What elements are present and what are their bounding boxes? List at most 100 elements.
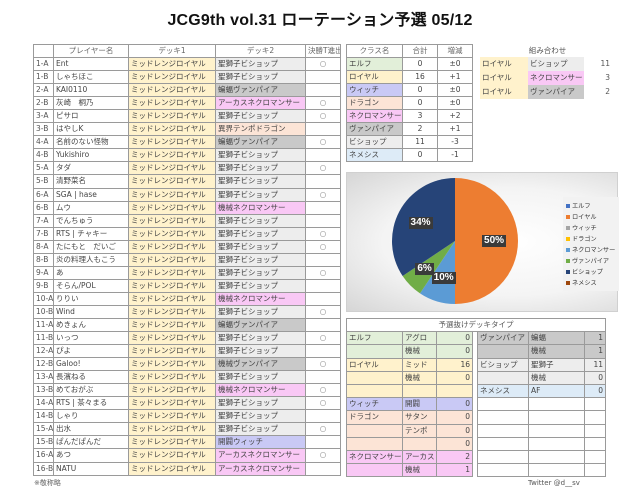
table-row: 14-B しゃり ミッドレンジロイヤル 聖獅子ビショップ (33, 409, 341, 424)
deck2-cell: 聖獅子ビショップ (215, 304, 306, 319)
deck2-cell: 聖獅子ビショップ (215, 109, 306, 124)
player-seat: 6-B (33, 200, 54, 215)
table-row: 6-A SGA | hase ミッドレンジロイヤル 聖獅子ビショップ ○ (33, 187, 341, 202)
player-seat: 3-A (33, 109, 54, 124)
deck2-cell: 異界テンポドラゴン (215, 122, 306, 137)
advance-mark: ○ (305, 161, 341, 176)
advance-mark (305, 461, 341, 476)
deck-archetype: AF (528, 383, 585, 399)
deck1-cell: ミッドレンジロイヤル (128, 304, 216, 319)
deck1-cell: ミッドレンジロイヤル (128, 200, 216, 215)
deck-count: 0 (583, 370, 607, 385)
deck1-cell: ミッドレンジロイヤル (128, 291, 216, 306)
advance-mark: ○ (305, 357, 341, 372)
class-total: 0 (402, 96, 438, 111)
class-diff: ±0 (437, 96, 473, 111)
deck2-cell: 聖獅子ビショップ (215, 422, 306, 437)
deck2-cell: 聖獅子ビショップ (215, 174, 306, 189)
deck-count: 0 (436, 436, 473, 451)
deck2-cell: 聖獅子ビショップ (215, 161, 306, 176)
deck-class: ウィッチ (346, 397, 403, 412)
advance-mark (305, 317, 341, 333)
player-seat: 11-B (33, 331, 54, 346)
table-row: 9-A あミッドレンジロイヤル 聖獅子ビショップ ○ (33, 265, 341, 280)
player-seat: 15-A (33, 422, 54, 437)
player-seat: 6-A (33, 187, 54, 202)
legend-swatch-icon (566, 258, 570, 263)
deck-count: 0 (436, 410, 473, 425)
deck-class (346, 423, 403, 438)
deck-count: 11 (583, 357, 607, 372)
player-name: あ (53, 265, 129, 280)
combo-row: ロイヤル ヴァンパイア 2 (480, 85, 612, 99)
deck-count: 0 (436, 344, 473, 359)
deck-type-row: 機械 1 (346, 463, 607, 478)
advance-mark (305, 213, 341, 228)
deck-count (583, 436, 607, 451)
table-row: 4-B Yukishiro ミッドレンジロイヤル 聖獅子ビショップ (33, 148, 341, 163)
class-diff: +1 (437, 70, 473, 85)
pie-percent-label: 10% (431, 272, 456, 285)
deck-count (583, 449, 607, 465)
deck-archetype (402, 436, 437, 451)
class-diff: +1 (437, 122, 473, 137)
advance-mark (305, 122, 341, 137)
table-row: 10-A りりい ミッドレンジロイヤル 機械ネクロマンサー (33, 291, 341, 306)
player-name: ムウ (53, 200, 129, 215)
advance-mark (305, 344, 341, 359)
player-name: しゃり (53, 409, 129, 424)
advance-mark: ○ (305, 239, 341, 254)
advance-mark: ○ (305, 396, 341, 411)
combo-class-a: ロイヤル (480, 71, 528, 85)
player-name: そらん/POL (53, 278, 129, 293)
deck1-cell: ミッドレンジロイヤル (128, 357, 216, 372)
player-seat: 1-A (33, 57, 54, 72)
deck1-cell: ミッドレンジロイヤル (128, 174, 216, 189)
deck-archetype: ミッド (402, 357, 437, 372)
player-seat: 7-A (33, 213, 54, 228)
legend-swatch-icon (566, 214, 570, 219)
player-name: めきょん (53, 317, 129, 333)
deck1-cell: ミッドレンジロイヤル (128, 409, 216, 424)
deck-archetype (528, 397, 585, 412)
deck-count: 2 (436, 449, 473, 465)
class-row: エルフ 0 ±0 (346, 57, 473, 72)
deck-archetype (528, 410, 585, 425)
deck1-cell: ミッドレンジロイヤル (128, 70, 216, 85)
deck-count: 1 (583, 344, 607, 359)
player-seat: 7-B (33, 226, 54, 241)
player-seat: 14-B (33, 409, 54, 424)
deck-type-row: ドラゴン サタン 0 (346, 410, 607, 425)
player-seat: 9-B (33, 278, 54, 293)
col-deck1-header: デッキ1 (128, 43, 216, 59)
player-name: ぴよ (53, 344, 129, 359)
deck1-cell: ミッドレンジロイヤル (128, 213, 216, 228)
deck-types-title: 予選抜けデッキタイプ (345, 317, 607, 333)
deck-class: エルフ (346, 331, 403, 346)
table-row: 15-B ぱんだぱんだ ミッドレンジロイヤル 開闢ウィッチ (33, 435, 341, 450)
class-row: ヴァンパイア 2 +1 (346, 122, 473, 137)
deck1-cell: ミッドレンジロイヤル (128, 448, 216, 463)
deck-count (436, 383, 473, 399)
legend-item: ネメシス (563, 277, 619, 288)
deck-archetype (528, 423, 585, 438)
deck2-cell: アーカスネクロマンサー (215, 448, 306, 463)
deck-type-row: 機械 0 機械 1 (346, 344, 607, 359)
deck-count (583, 463, 607, 478)
deck-class: ドラゴン (346, 410, 403, 425)
deck2-cell: 蝙蝠ヴァンパイア (215, 83, 306, 98)
table-row: 3-B はやしK ミッドレンジロイヤル 異界テンポドラゴン (33, 122, 341, 137)
deck-count: 16 (436, 357, 473, 372)
deck1-cell: ミッドレンジロイヤル (128, 161, 216, 176)
player-seat: 13-A (33, 370, 54, 385)
legend-label: ヴァンパイア (572, 258, 610, 265)
deck1-cell: ミッドレンジロイヤル (128, 331, 216, 346)
deck1-cell: ミッドレンジロイヤル (128, 148, 216, 163)
player-seat: 9-A (33, 265, 54, 280)
deck2-cell: 蝙蝠ヴァンパイア (215, 135, 306, 150)
players-table: プレイヤー名 デッキ1 デッキ2 決勝T進出 1-A Ent ミッドレンジロイヤル聖… (33, 43, 341, 476)
table-row: 13-A 長濱ねる ミッドレンジロイヤル 聖獅子ビショップ (33, 370, 341, 385)
legend-label: ビショップ (572, 269, 603, 276)
table-row: 8-B 炎の料理人もこう ミッドレンジロイヤル 聖獅子ビショップ (33, 252, 341, 267)
player-name: 名前のない怪物 (53, 135, 129, 150)
